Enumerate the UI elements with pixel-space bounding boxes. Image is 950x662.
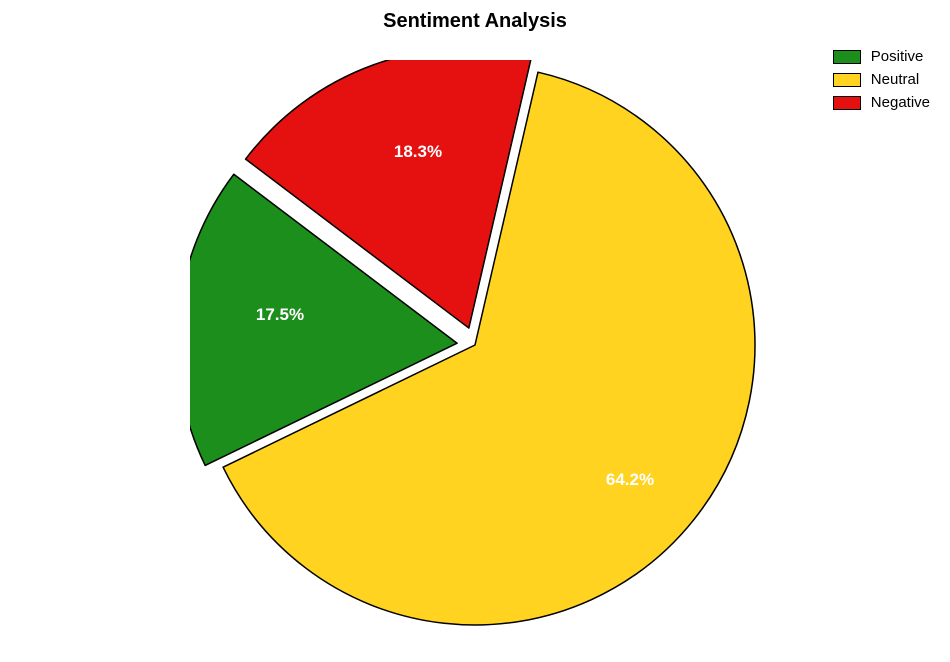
slice-label-neutral: 64.2% [606, 470, 654, 490]
legend-swatch-neutral [833, 73, 861, 87]
legend-item-positive: Positive [833, 48, 930, 65]
slice-label-positive: 17.5% [256, 305, 304, 325]
legend-label-positive: Positive [871, 48, 924, 65]
legend-swatch-positive [833, 50, 861, 64]
legend-label-neutral: Neutral [871, 71, 919, 88]
chart-title: Sentiment Analysis [383, 10, 567, 33]
legend-label-negative: Negative [871, 94, 930, 111]
legend-item-neutral: Neutral [833, 71, 930, 88]
slice-label-negative: 18.3% [394, 142, 442, 162]
legend-item-negative: Negative [833, 94, 930, 111]
legend: Positive Neutral Negative [833, 48, 930, 117]
legend-swatch-negative [833, 96, 861, 110]
pie-chart: 64.2% 17.5% 18.3% [190, 60, 760, 630]
